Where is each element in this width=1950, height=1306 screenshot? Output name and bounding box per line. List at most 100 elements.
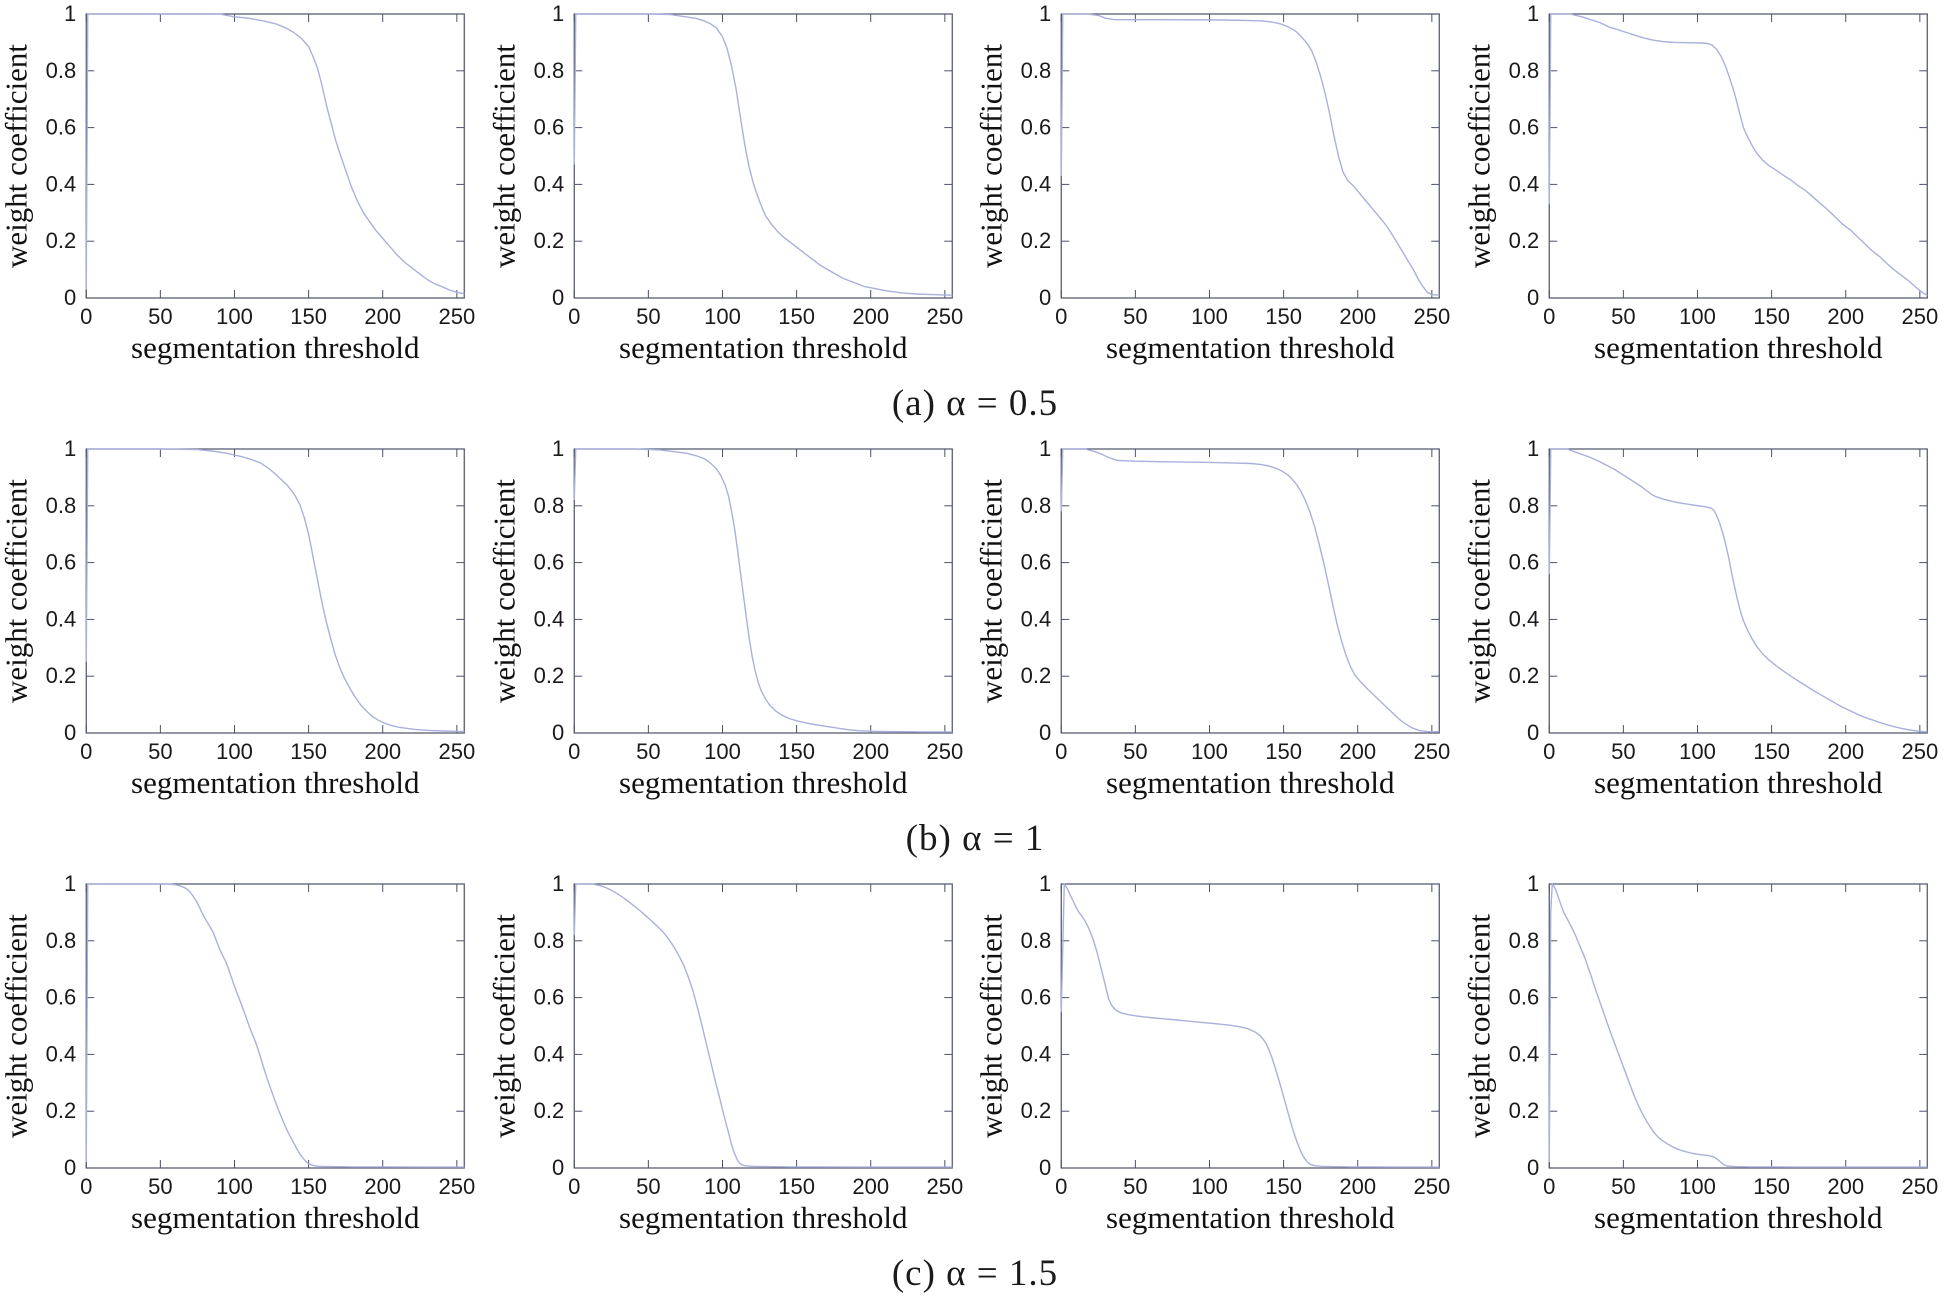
y-tick-label: 0: [1527, 720, 1539, 745]
y-tick-label: 0.2: [1021, 1098, 1052, 1123]
y-tick-label: 0: [1039, 720, 1051, 745]
x-tick-label: 200: [1827, 739, 1864, 764]
subplot-c2: 0 50 100 150 200 250 0 0.2 0.4 0.6 0.8 1 segmentatio…: [488, 870, 976, 1242]
subplot-c1-svg: 0 50 100 150 200 250 0 0.2 0.4 0.6 0.8 1 segmentatio…: [0, 871, 475, 1235]
x-tick-label: 100: [704, 739, 741, 764]
x-axis-label: segmentation threshold: [619, 765, 908, 800]
y-tick-label: 0.6: [1508, 115, 1539, 140]
y-tick-label: 0.4: [46, 1041, 77, 1066]
x-tick-label: 0: [568, 1174, 580, 1199]
y-tick-label: 0.8: [46, 493, 77, 518]
y-tick-label: 0: [1527, 285, 1539, 310]
x-tick-label: 150: [1265, 1174, 1302, 1199]
y-tick-label: 1: [552, 436, 564, 461]
x-tick-label: 200: [1339, 304, 1376, 329]
axis-box: [573, 448, 953, 734]
x-tick-label: 50: [1611, 739, 1635, 764]
y-tick-label: 0.8: [533, 58, 564, 83]
x-tick-label: 150: [778, 1174, 815, 1199]
x-tick-label: 100: [1191, 1174, 1228, 1199]
y-axis-label: weight coefficient: [488, 479, 521, 703]
y-tick-label: 1: [1039, 1, 1051, 26]
curve: [85, 883, 465, 1168]
x-tick-label: 200: [364, 304, 401, 329]
subplot-a3-svg: 0 50 100 150 200 250 0 0.2 0.4 0.6 0.8 1 segmentatio…: [975, 1, 1450, 365]
y-tick-label: 0.4: [1508, 1041, 1539, 1066]
x-tick-label: 150: [290, 1174, 327, 1199]
x-tick-label: 250: [438, 304, 475, 329]
subplot-c1: 0 50 100 150 200 250 0 0.2 0.4 0.6 0.8 1 segmentatio…: [0, 870, 488, 1242]
caption-b: (b) α = 1: [905, 818, 1045, 859]
y-axis-label: weight coefficient: [975, 479, 1008, 703]
curve: [85, 13, 465, 295]
y-axis-label: weight coefficient: [975, 914, 1008, 1138]
x-tick-label: 250: [926, 1174, 963, 1199]
x-tick-label: 100: [1679, 1174, 1716, 1199]
x-tick-label: 0: [1055, 1174, 1067, 1199]
subplot-b3-svg: 0 50 100 150 200 250 0 0.2 0.4 0.6 0.8 1 segmentatio…: [975, 436, 1450, 800]
y-tick-label: 0.8: [533, 493, 564, 518]
y-tick-label: 0: [64, 1155, 76, 1180]
y-tick-label: 0.6: [1021, 115, 1052, 140]
y-tick-label: 0.8: [1021, 493, 1052, 518]
x-axis-label: segmentation threshold: [1594, 330, 1883, 365]
subplot-a1-svg: 0 50 100 150 200 250 0 0.2 0.4 0.6 0.8 1 segmentatio…: [0, 1, 475, 365]
x-tick-label: 250: [1413, 1174, 1450, 1199]
y-tick-label: 0.6: [1021, 985, 1052, 1010]
x-tick-label: 250: [926, 304, 963, 329]
x-tick-label: 100: [216, 739, 253, 764]
y-tick-label: 0.2: [1508, 1098, 1539, 1123]
x-tick-label: 150: [1753, 304, 1790, 329]
y-tick-label: 0.2: [46, 228, 77, 253]
x-tick-label: 0: [1055, 739, 1067, 764]
figure-row-c: 0 50 100 150 200 250 0 0.2 0.4 0.6 0.8 1 segmentatio…: [0, 870, 1950, 1305]
axis-box: [573, 883, 953, 1169]
x-tick-label: 150: [1753, 1174, 1790, 1199]
axis-box: [1548, 13, 1928, 299]
subplot-c2-svg: 0 50 100 150 200 250 0 0.2 0.4 0.6 0.8 1 segmentatio…: [488, 871, 963, 1235]
y-axis-label: weight coefficient: [488, 914, 521, 1138]
x-tick-label: 200: [852, 304, 889, 329]
y-tick-label: 0.4: [1508, 171, 1539, 196]
subplot-b4-svg: 0 50 100 150 200 250 0 0.2 0.4 0.6 0.8 1 segmentatio…: [1463, 436, 1938, 800]
subplot-a2-svg: 0 50 100 150 200 250 0 0.2 0.4 0.6 0.8 1 segmentatio…: [488, 1, 963, 365]
y-tick-label: 0.8: [46, 58, 77, 83]
x-axis-label: segmentation threshold: [1106, 330, 1395, 365]
y-tick-label: 0.2: [533, 663, 564, 688]
x-tick-label: 50: [148, 739, 172, 764]
y-tick-label: 0.8: [1021, 928, 1052, 953]
y-tick-label: 0.4: [46, 171, 77, 196]
subplot-b4: 0 50 100 150 200 250 0 0.2 0.4 0.6 0.8 1 segmentatio…: [1463, 435, 1950, 807]
x-tick-label: 150: [1265, 739, 1302, 764]
x-tick-label: 0: [1055, 304, 1067, 329]
y-tick-label: 0.6: [533, 985, 564, 1010]
axis-box: [85, 448, 465, 734]
y-tick-label: 0.4: [533, 171, 564, 196]
subplot-a2: 0 50 100 150 200 250 0 0.2 0.4 0.6 0.8 1 segmentatio…: [488, 0, 976, 372]
x-axis-label: segmentation threshold: [619, 330, 908, 365]
y-tick-label: 0.4: [1508, 606, 1539, 631]
x-tick-label: 0: [1543, 739, 1555, 764]
subplot-b2-svg: 0 50 100 150 200 250 0 0.2 0.4 0.6 0.8 1 segmentatio…: [488, 436, 963, 800]
x-tick-label: 0: [568, 304, 580, 329]
y-tick-label: 0: [552, 1155, 564, 1180]
x-tick-label: 200: [1339, 739, 1376, 764]
figure-row-b: 0 50 100 150 200 250 0 0.2 0.4 0.6 0.8 1 segmentatio…: [0, 435, 1950, 870]
y-tick-label: 0.4: [1021, 606, 1052, 631]
x-tick-label: 100: [216, 1174, 253, 1199]
y-tick-label: 0.6: [533, 550, 564, 575]
subplot-a3: 0 50 100 150 200 250 0 0.2 0.4 0.6 0.8 1 segmentatio…: [975, 0, 1463, 372]
y-tick-label: 0.2: [533, 1098, 564, 1123]
y-tick-label: 0: [552, 285, 564, 310]
y-axis-label: weight coefficient: [1463, 44, 1496, 268]
x-tick-label: 250: [1413, 304, 1450, 329]
y-tick-label: 0.8: [46, 928, 77, 953]
subplot-b3: 0 50 100 150 200 250 0 0.2 0.4 0.6 0.8 1 segmentatio…: [975, 435, 1463, 807]
x-tick-label: 150: [290, 304, 327, 329]
y-tick-label: 0.4: [46, 606, 77, 631]
y-axis-label: weight coefficient: [1463, 914, 1496, 1138]
y-tick-label: 0.4: [533, 1041, 564, 1066]
y-tick-label: 0.6: [46, 550, 77, 575]
curve: [1060, 13, 1440, 296]
